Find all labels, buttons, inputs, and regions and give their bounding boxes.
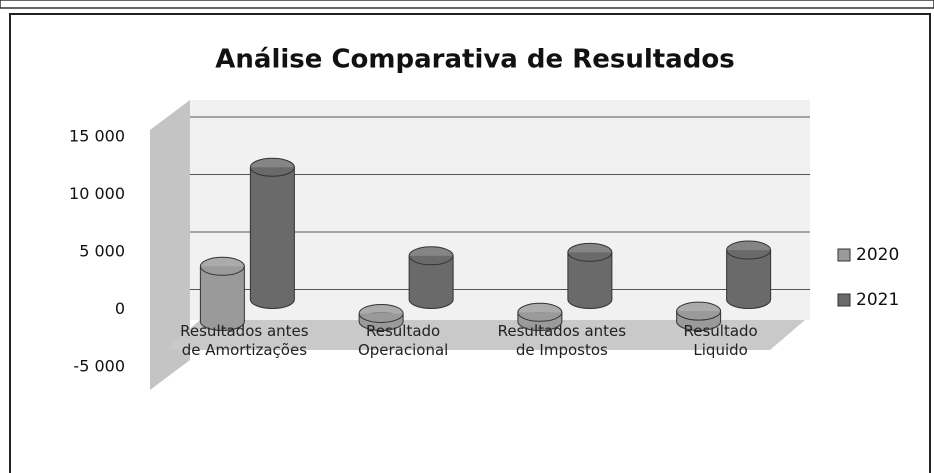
bar-cap (358, 303, 404, 323)
floor (165, 320, 805, 350)
y-tick-label: -5 000 (73, 357, 125, 376)
bar-cap (408, 246, 454, 266)
legend-label: 2021 (856, 290, 899, 310)
bar (358, 303, 404, 331)
y-tick-label: 10 000 (69, 184, 125, 203)
bar (249, 157, 295, 309)
x-tick-label: Resultados antes de Impostos (497, 322, 627, 359)
y-tick-label: 0 (115, 299, 125, 318)
y-tick-label: 5 000 (79, 242, 125, 261)
chart-title: Análise Comparativa de Resultados (215, 45, 734, 75)
x-tick-label: Resultado Operacional (357, 322, 449, 359)
y-tick-label: 15 000 (69, 127, 125, 146)
x-tick-label: Resultado Liquido (683, 322, 758, 359)
bar (199, 256, 245, 331)
side-wall (150, 100, 190, 390)
bar (676, 301, 722, 331)
bar-cap (199, 256, 245, 276)
bar (726, 240, 772, 309)
bar-cap (726, 240, 772, 260)
bar (517, 302, 563, 331)
bar-body (250, 167, 295, 300)
legend-swatch (837, 248, 851, 262)
bar-cap (676, 301, 722, 321)
top-strip (0, 0, 934, 9)
legend-label: 2020 (856, 245, 899, 265)
bar (408, 246, 454, 309)
back-wall (150, 100, 810, 320)
x-tick-label: Resultados antes de Amortizações (180, 322, 309, 359)
bar (567, 242, 613, 309)
bar-cap (249, 157, 295, 177)
legend-swatch (837, 293, 851, 307)
bar-cap (567, 242, 613, 262)
bar-cap (517, 302, 563, 322)
